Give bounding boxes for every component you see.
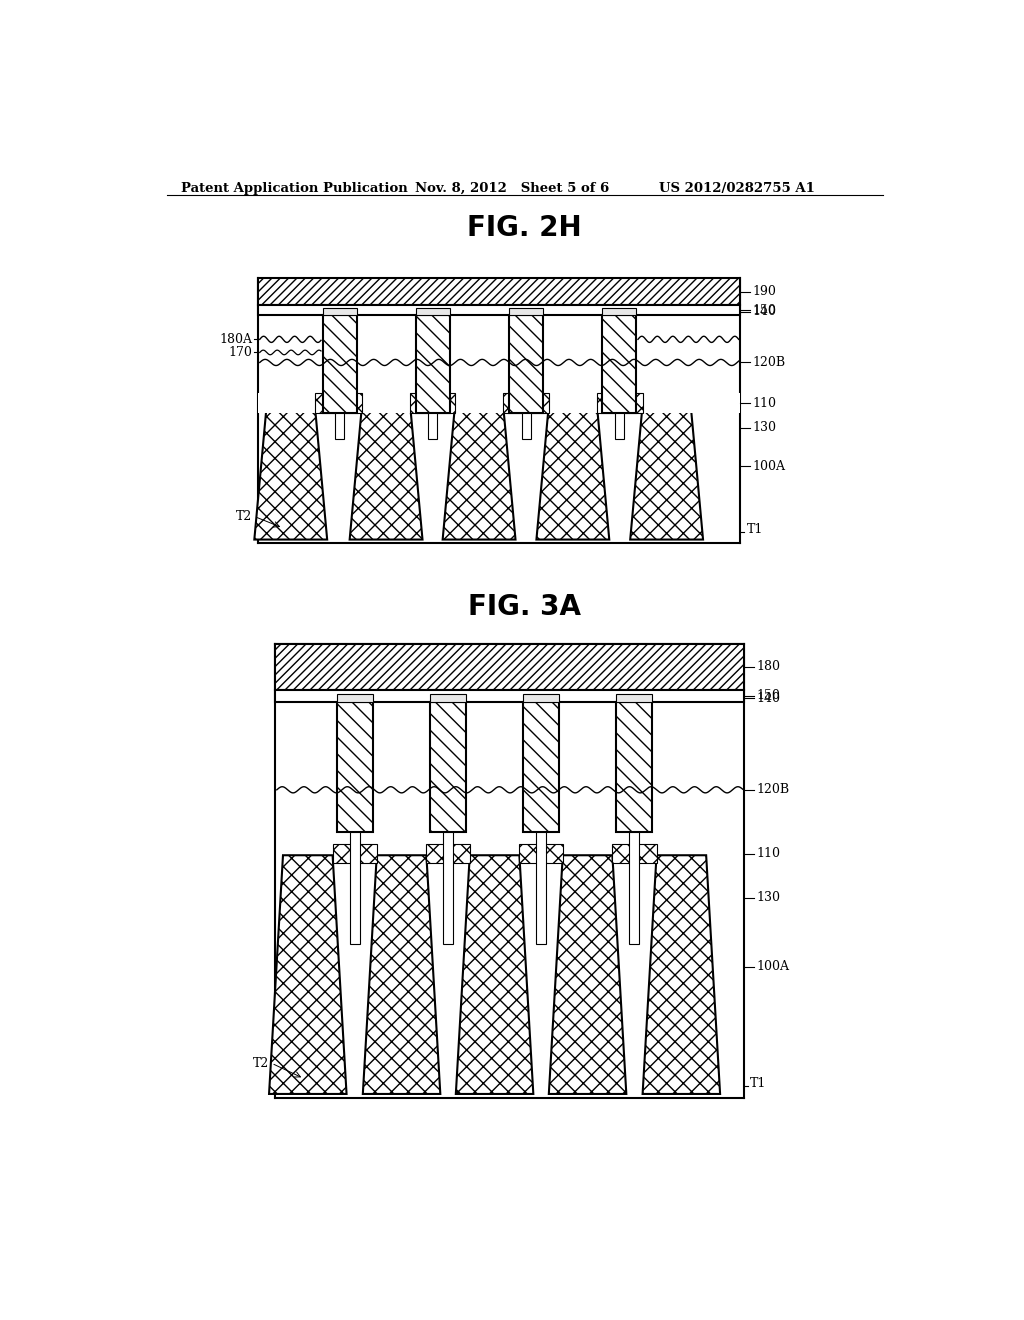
- Bar: [602, 308, 636, 315]
- Polygon shape: [442, 405, 515, 540]
- Text: T1: T1: [746, 523, 763, 536]
- Text: T1: T1: [751, 1077, 767, 1090]
- Bar: [597, 393, 643, 412]
- Bar: [258, 393, 740, 412]
- Bar: [614, 412, 624, 440]
- Bar: [333, 843, 377, 863]
- Polygon shape: [549, 855, 627, 1094]
- Text: 140: 140: [757, 692, 780, 705]
- Bar: [503, 393, 549, 412]
- Polygon shape: [349, 405, 423, 540]
- Bar: [416, 308, 450, 315]
- Bar: [430, 694, 466, 702]
- Bar: [323, 308, 356, 315]
- Polygon shape: [456, 855, 534, 1094]
- Bar: [519, 843, 563, 863]
- Text: 110: 110: [757, 847, 780, 861]
- Bar: [428, 412, 437, 440]
- Bar: [426, 843, 470, 863]
- Bar: [630, 832, 639, 944]
- Bar: [602, 315, 636, 412]
- Text: 150: 150: [757, 689, 780, 702]
- Bar: [258, 277, 740, 305]
- Bar: [416, 315, 450, 412]
- Bar: [337, 702, 373, 832]
- Bar: [616, 702, 652, 832]
- Text: 110: 110: [753, 397, 776, 409]
- Bar: [523, 702, 559, 832]
- Bar: [537, 832, 546, 944]
- Text: 190: 190: [753, 285, 776, 298]
- Bar: [443, 832, 453, 944]
- Text: T2: T2: [253, 1056, 269, 1069]
- Bar: [521, 412, 531, 440]
- Bar: [275, 689, 744, 702]
- Polygon shape: [630, 405, 703, 540]
- Bar: [350, 832, 359, 944]
- Bar: [509, 315, 544, 412]
- Polygon shape: [269, 855, 346, 1094]
- Bar: [612, 843, 656, 863]
- Text: 120B: 120B: [753, 356, 785, 370]
- Bar: [430, 702, 466, 832]
- Bar: [616, 694, 652, 702]
- Text: T2: T2: [236, 510, 252, 523]
- Text: FIG. 3A: FIG. 3A: [468, 594, 582, 622]
- Bar: [337, 694, 373, 702]
- Text: 170: 170: [228, 346, 252, 359]
- Text: 130: 130: [753, 421, 776, 434]
- Text: 100A: 100A: [757, 961, 790, 973]
- Text: Nov. 8, 2012   Sheet 5 of 6: Nov. 8, 2012 Sheet 5 of 6: [415, 182, 609, 194]
- Polygon shape: [643, 855, 720, 1094]
- Bar: [275, 644, 744, 689]
- Bar: [323, 315, 356, 412]
- Bar: [523, 694, 559, 702]
- Bar: [258, 305, 740, 315]
- Text: 150: 150: [753, 304, 776, 317]
- Text: 180A: 180A: [219, 333, 252, 346]
- Text: 180: 180: [757, 660, 780, 673]
- Polygon shape: [254, 405, 328, 540]
- Bar: [314, 393, 362, 412]
- Bar: [335, 412, 344, 440]
- Text: FIG. 2H: FIG. 2H: [468, 214, 582, 242]
- Text: 140: 140: [753, 305, 776, 318]
- Polygon shape: [362, 855, 440, 1094]
- Text: 120B: 120B: [757, 783, 790, 796]
- Bar: [509, 308, 544, 315]
- Text: 100A: 100A: [753, 459, 785, 473]
- Text: 130: 130: [757, 891, 780, 904]
- Polygon shape: [537, 405, 609, 540]
- Bar: [410, 393, 455, 412]
- Text: Patent Application Publication: Patent Application Publication: [180, 182, 408, 194]
- Text: US 2012/0282755 A1: US 2012/0282755 A1: [658, 182, 815, 194]
